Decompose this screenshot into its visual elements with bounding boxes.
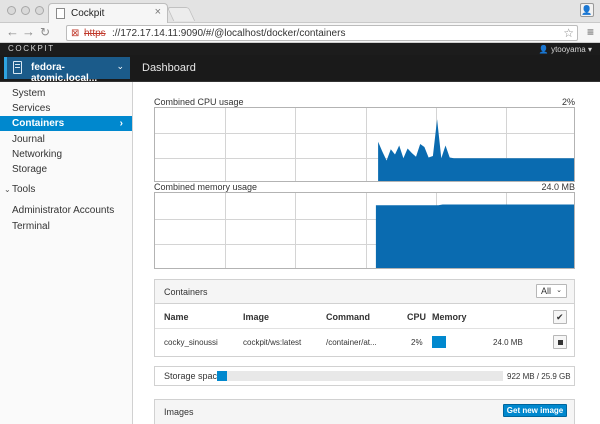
user-icon: 👤 xyxy=(538,45,552,54)
user-name: ytooyama xyxy=(551,45,586,54)
memory-area-series xyxy=(375,204,574,268)
container-command: /container/at... xyxy=(326,338,377,347)
browser-tab[interactable]: Cockpit × xyxy=(48,3,168,24)
sidebar-tools-toggle[interactable]: ⌄ Tools xyxy=(0,182,132,197)
containers-panel-title: Containers xyxy=(164,287,208,297)
profile-icon[interactable]: 👤 xyxy=(580,3,594,17)
cpu-chart-svg xyxy=(155,108,574,181)
cpu-chart-title: Combined CPU usage xyxy=(154,97,244,107)
sidebar-item-networking[interactable]: Networking xyxy=(12,149,63,160)
main-content: Combined CPU usage 2% Combined memory us… xyxy=(133,82,600,424)
column-header-image: Image xyxy=(243,312,270,322)
window-zoom-button[interactable] xyxy=(35,6,44,15)
chevron-down-icon: ⌄ xyxy=(116,61,124,71)
containers-panel: Containers All ⌄ Name Image Command CPU … xyxy=(154,279,575,357)
star-icon[interactable]: ☆ xyxy=(563,26,574,40)
brand-logo: COCKPIT xyxy=(8,44,55,53)
storage-bar xyxy=(217,371,503,381)
stop-container-button[interactable] xyxy=(553,335,567,349)
sidebar-item-journal[interactable]: Journal xyxy=(12,134,45,145)
host-bar: fedora-atomic.local... ⌄ Dashboard xyxy=(0,55,600,84)
memory-chart-title: Combined memory usage xyxy=(154,182,258,192)
memory-chart-svg xyxy=(155,193,574,268)
row-divider xyxy=(155,328,574,329)
back-arrow-icon[interactable]: ← xyxy=(6,24,19,39)
storage-panel: Storage space 922 MB / 25.9 GB xyxy=(154,366,575,386)
dashboard-link[interactable]: Dashboard xyxy=(142,62,196,74)
container-image: cockpit/ws:latest xyxy=(243,338,302,347)
memory-usage-chart xyxy=(154,192,575,269)
window-close-button[interactable] xyxy=(7,6,16,15)
images-panel-header: Images Get new image xyxy=(155,400,574,424)
containers-panel-header: Containers All ⌄ xyxy=(155,280,574,304)
cpu-area-series xyxy=(378,119,574,181)
browser-toolbar: ← → ↻ ⊠ https ://172.17.14.11:9090/#/@lo… xyxy=(0,23,600,43)
chevron-right-icon: › xyxy=(119,118,123,129)
get-new-image-button[interactable]: Get new image xyxy=(503,404,567,417)
brand-bar: COCKPIT 👤 ytooyama ▾ xyxy=(0,43,600,55)
container-filter-value: All xyxy=(541,286,552,296)
storage-bar-fill xyxy=(217,371,228,381)
browser-tabstrip: Cockpit × 👤 xyxy=(0,0,600,24)
new-tab-button[interactable] xyxy=(166,7,196,21)
container-filter-dropdown[interactable]: All ⌄ xyxy=(536,284,567,298)
forward-arrow-icon[interactable]: → xyxy=(22,24,35,39)
sidebar-tools-label: Tools xyxy=(12,184,36,195)
column-header-command: Command xyxy=(326,312,371,322)
hamburger-menu-icon[interactable]: ≡ xyxy=(586,25,594,39)
storage-label: Storage space xyxy=(164,371,223,381)
memory-chart-value: 24.0 MB xyxy=(541,182,575,192)
storage-value: 922 MB / 25.9 GB xyxy=(507,372,571,381)
caret-down-icon: ▾ xyxy=(585,45,592,54)
container-name: cocky_sinoussi xyxy=(164,338,218,347)
table-row[interactable]: cocky_sinoussi cockpit/ws:latest /contai… xyxy=(155,329,574,357)
toggle-all-button[interactable]: ✔ xyxy=(553,310,567,324)
sidebar: System Services Containers › Journal Net… xyxy=(0,82,133,424)
sidebar-item-system[interactable]: System xyxy=(12,88,46,99)
address-bar[interactable]: ⊠ https ://172.17.14.11:9090/#/@localhos… xyxy=(66,25,578,41)
insecure-lock-icon: ⊠ xyxy=(71,28,80,39)
window-minimize-button[interactable] xyxy=(21,6,30,15)
images-panel-title: Images xyxy=(164,407,194,417)
column-header-name: Name xyxy=(164,312,189,322)
sidebar-item-terminal[interactable]: Terminal xyxy=(12,221,50,232)
sidebar-item-containers[interactable]: Containers › xyxy=(0,116,132,131)
page-favicon-icon xyxy=(56,8,65,19)
caret-down-icon: ⌄ xyxy=(556,287,562,294)
user-menu[interactable]: 👤 ytooyama ▾ xyxy=(539,45,592,54)
url-text: ://172.17.14.11:9090/#/@localhost/docker… xyxy=(112,28,346,39)
reload-icon[interactable]: ↻ xyxy=(40,25,51,39)
sidebar-item-services[interactable]: Services xyxy=(12,103,51,114)
check-icon: ✔ xyxy=(556,312,564,322)
container-memory: 24.0 MB xyxy=(493,338,523,347)
tab-close-icon[interactable]: × xyxy=(154,6,161,18)
url-scheme: https xyxy=(84,28,106,39)
stop-icon xyxy=(558,340,563,345)
images-panel: Images Get new image xyxy=(154,399,575,424)
container-cpu: 2% xyxy=(411,338,423,347)
host-name: fedora-atomic.local... xyxy=(31,62,98,84)
cpu-chart-value: 2% xyxy=(561,97,575,107)
sidebar-item-administrator-accounts[interactable]: Administrator Accounts xyxy=(12,205,115,216)
sidebar-item-label: Containers xyxy=(12,118,65,129)
cpu-usage-chart xyxy=(154,107,575,182)
sidebar-item-storage[interactable]: Storage xyxy=(12,164,48,175)
column-header-cpu: CPU xyxy=(407,312,427,322)
container-memory-bar xyxy=(432,336,446,348)
column-header-memory: Memory xyxy=(432,312,467,322)
tab-title: Cockpit xyxy=(71,8,105,19)
host-selector[interactable]: fedora-atomic.local... ⌄ xyxy=(4,57,130,84)
server-icon xyxy=(13,61,22,74)
chevron-down-icon: ⌄ xyxy=(4,185,11,194)
